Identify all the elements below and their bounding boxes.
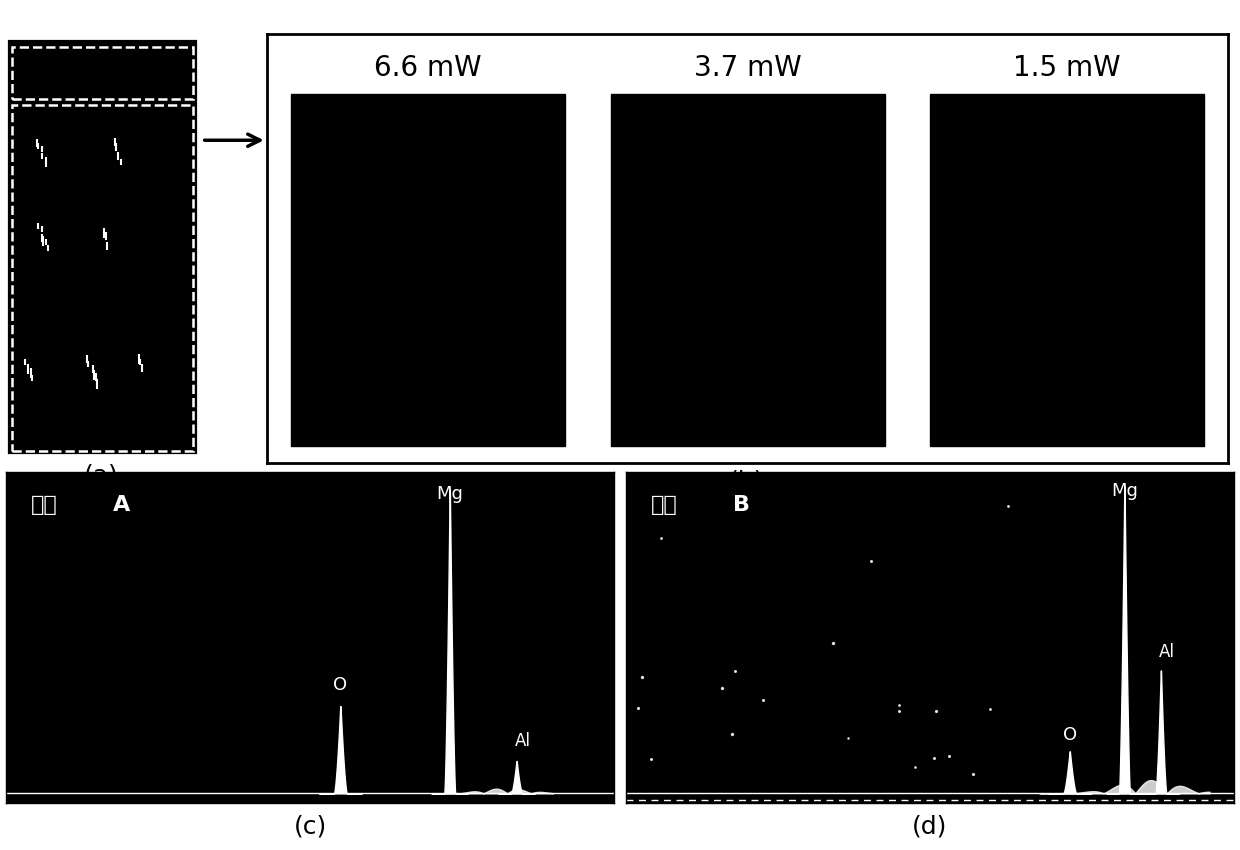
Text: (a): (a) xyxy=(84,463,119,487)
Bar xyxy=(12,105,192,451)
Text: O: O xyxy=(1063,726,1076,744)
Text: Mg: Mg xyxy=(436,485,464,503)
Text: 样品: 样品 xyxy=(651,495,677,515)
Text: B: B xyxy=(733,495,749,515)
Text: 1.5 mW: 1.5 mW xyxy=(1013,54,1121,82)
Text: 6.6 mW: 6.6 mW xyxy=(373,54,481,82)
Text: (b): (b) xyxy=(729,469,764,493)
Text: Al: Al xyxy=(515,732,531,751)
Text: 3.7 mW: 3.7 mW xyxy=(693,54,801,82)
Bar xyxy=(930,94,1204,446)
Bar xyxy=(290,94,564,446)
Bar xyxy=(610,94,884,446)
Text: A: A xyxy=(113,495,130,515)
Text: Al: Al xyxy=(1159,643,1176,660)
Text: 样品: 样品 xyxy=(31,495,57,515)
Bar xyxy=(12,47,192,99)
Text: (c): (c) xyxy=(294,814,326,838)
Text: Mg: Mg xyxy=(1111,482,1138,500)
Text: O: O xyxy=(334,676,347,694)
Text: (d): (d) xyxy=(913,814,947,838)
